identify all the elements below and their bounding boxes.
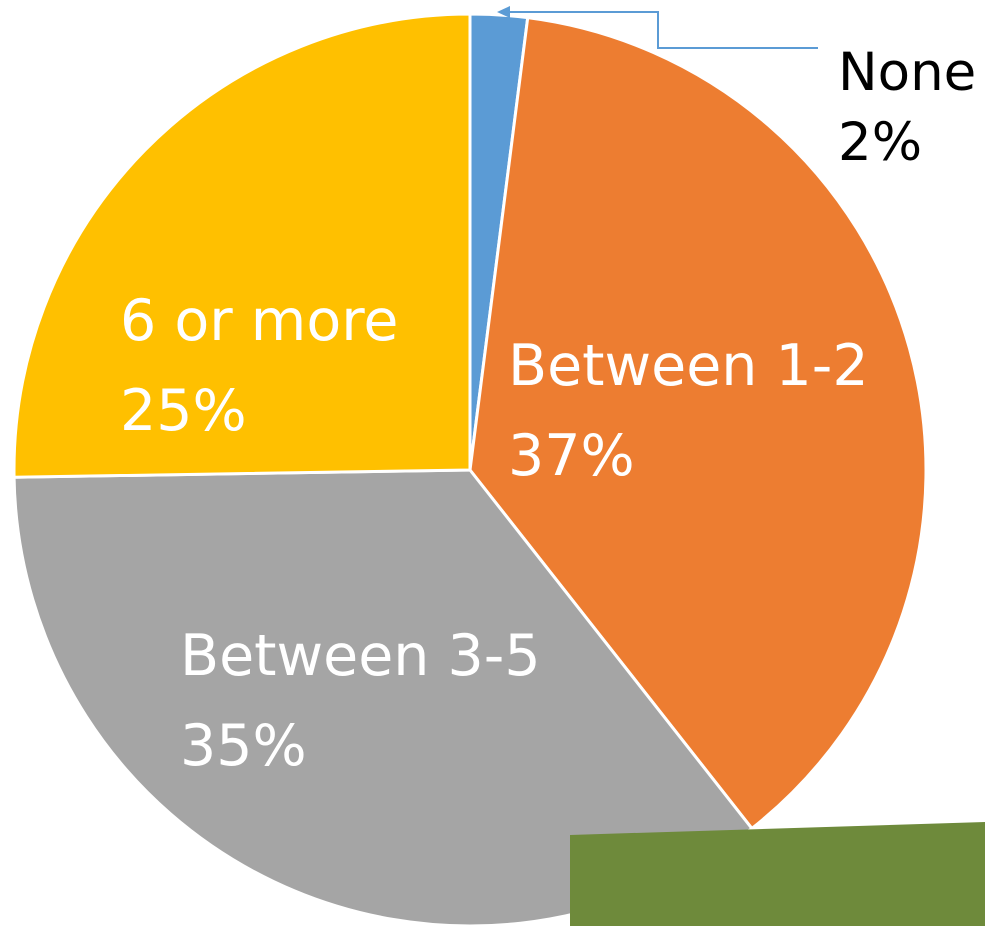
pie-slices bbox=[12, 12, 928, 926]
pie-slice-6-or-more bbox=[12, 12, 472, 479]
slice-label-category: Between 3-5 bbox=[180, 623, 541, 689]
slice-label-category: Between 1-2 bbox=[508, 333, 869, 399]
slice-label-percent: 35% bbox=[180, 713, 307, 779]
slice-label-percent: 2% bbox=[838, 112, 922, 173]
pie-slice-between-1-2 bbox=[468, 15, 928, 831]
slice-label-percent: 37% bbox=[508, 423, 635, 489]
slice-label-percent: 25% bbox=[120, 378, 247, 444]
leader-arrow-icon bbox=[497, 6, 510, 18]
leader-line bbox=[510, 11, 818, 49]
slice-label-category: 6 or more bbox=[120, 288, 398, 354]
slice-label-category: None bbox=[838, 42, 976, 103]
decorative-bar bbox=[570, 822, 985, 926]
pie-labels: None 2% Between 1-2 37% Between 3-5 35% 6 or m… bbox=[120, 6, 976, 779]
